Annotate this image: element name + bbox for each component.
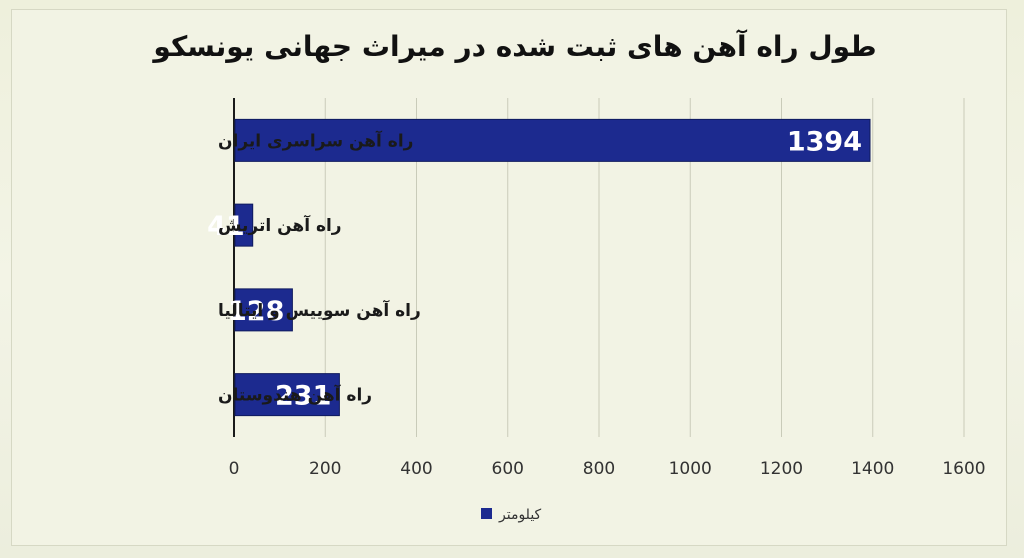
category-label: راه آهن سراسری ایران [218,129,413,151]
x-tick-label: 600 [492,459,524,479]
x-tick-label: 1000 [669,459,712,479]
x-tick-label: 800 [583,459,615,479]
category-label: راه آهن اتریش [218,214,342,236]
x-tick-label: 1600 [942,459,985,479]
chart-title: طول راه آهن های ثبت شده در میراث جهانی ی… [151,29,876,63]
legend-swatch [481,508,492,519]
category-label: راه آهن سوییس و ایتالیا [218,299,421,321]
chart-area [12,10,1006,545]
category-label: راه آهن هندوستان [218,384,372,406]
data-label: 128 [228,296,284,327]
x-tick-label: 200 [309,459,341,479]
x-tick-label: 0 [229,459,240,479]
legend: کیلومتر [481,507,542,523]
category-labels: راه آهن سراسری ایران راه آهن اتریش راه آهن… [218,129,421,405]
data-label: 41 [207,211,245,242]
bar [234,118,871,162]
x-tick-labels: 0 200 400 600 800 1000 1200 1400 1600 [229,459,986,479]
x-tick-label: 1400 [851,459,894,479]
data-label: 1394 [787,126,862,157]
x-tick-label: 1200 [760,459,803,479]
legend-label: کیلومتر [498,507,542,523]
x-tick-label: 400 [400,459,432,479]
bar [234,288,293,332]
bar [234,203,254,247]
data-label: 231 [275,381,331,412]
bar [234,373,340,417]
bars: 1394 41 128 231 [207,118,871,417]
